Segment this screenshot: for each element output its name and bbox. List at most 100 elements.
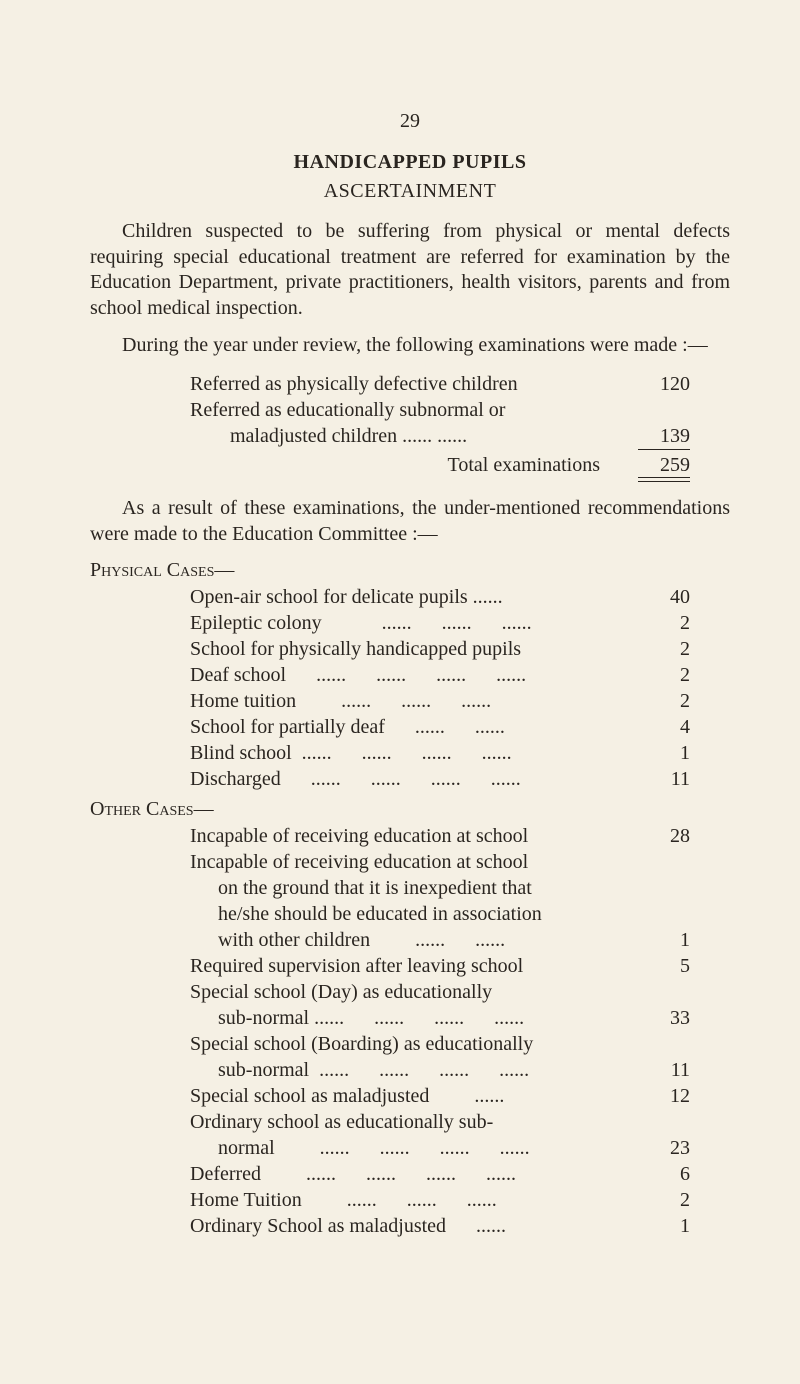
list-label: School for physically handicapped pupils [190, 636, 640, 662]
list-value: 2 [640, 636, 690, 662]
list-value [640, 979, 690, 1005]
list-value: 1 [640, 927, 690, 953]
paragraph-1: Children suspected to be suffering from … [90, 219, 730, 321]
list-label: Deferred ...... ...... ...... ...... [190, 1161, 640, 1187]
page-number: 29 [90, 110, 730, 133]
list-label-cont: sub-normal ...... ...... ...... ...... [190, 1057, 640, 1083]
list-label: Ordinary school as educationally sub- [190, 1109, 640, 1135]
rule-row [190, 449, 690, 450]
list-value: 23 [640, 1135, 690, 1161]
page-title: HANDICAPPED PUPILS [90, 151, 730, 174]
list-value: 5 [640, 953, 690, 979]
list-row: Incapable of receiving education at scho… [190, 849, 690, 875]
list-row: Special school as maladjusted ......12 [190, 1083, 690, 1109]
list-value: 11 [640, 1057, 690, 1083]
other-cases-list: Incapable of receiving education at scho… [190, 823, 690, 1239]
list-label-cont: with other children ...... ...... [190, 927, 640, 953]
list-label: School for partially deaf ...... ...... [190, 714, 640, 740]
list-value [640, 849, 690, 875]
list-row: with other children ...... ......1 [190, 927, 690, 953]
list-label: Home tuition ...... ...... ...... [190, 688, 640, 714]
list-value: 1 [640, 740, 690, 766]
list-label: Home Tuition ...... ...... ...... [190, 1187, 640, 1213]
list-row: Ordinary School as maladjusted ......1 [190, 1213, 690, 1239]
list-label: Special school (Day) as educationally [190, 979, 640, 1005]
list-label-cont: on the ground that it is inexpedient tha… [190, 875, 640, 901]
list-value: 1 [640, 1213, 690, 1239]
list-row: Epileptic colony ...... ...... ......2 [190, 610, 690, 636]
exam-total-row: Total examinations 259 [190, 454, 690, 477]
physical-cases-heading: Physical Cases— [90, 559, 730, 582]
list-row: Home Tuition ...... ...... ......2 [190, 1187, 690, 1213]
list-row: Special school (Day) as educationally [190, 979, 690, 1005]
list-value: 11 [640, 766, 690, 792]
list-row: Required supervision after leaving schoo… [190, 953, 690, 979]
list-row: on the ground that it is inexpedient tha… [190, 875, 690, 901]
list-row: Incapable of receiving education at scho… [190, 823, 690, 849]
list-label: Incapable of receiving education at scho… [190, 823, 640, 849]
list-row: he/she should be educated in association [190, 901, 690, 927]
list-value [640, 1109, 690, 1135]
paragraph-2: During the year under review, the follow… [90, 333, 730, 359]
exam-total-label: Total examinations [190, 454, 630, 477]
list-row: normal ...... ...... ...... ......23 [190, 1135, 690, 1161]
exam-value: 120 [630, 371, 690, 397]
rule-row [190, 477, 690, 482]
exam-label: Referred as educationally subnormal or [190, 397, 630, 423]
list-value [640, 1031, 690, 1057]
list-value: 12 [640, 1083, 690, 1109]
list-row: Ordinary school as educationally sub- [190, 1109, 690, 1135]
physical-cases-list: Open-air school for delicate pupils ....… [190, 584, 690, 792]
exam-value [630, 397, 690, 423]
paragraph-3: As a result of these examinations, the u… [90, 496, 730, 547]
exam-label-cont: maladjusted children ...... ...... [190, 423, 630, 449]
list-row: Open-air school for delicate pupils ....… [190, 584, 690, 610]
exam-total-value: 259 [630, 454, 690, 477]
list-row: Discharged ...... ...... ...... ......11 [190, 766, 690, 792]
list-value: 4 [640, 714, 690, 740]
rule-icon [638, 449, 690, 450]
rule-icon [638, 477, 690, 482]
list-label: Incapable of receiving education at scho… [190, 849, 640, 875]
list-value: 28 [640, 823, 690, 849]
list-row: School for physically handicapped pupils… [190, 636, 690, 662]
list-label: Epileptic colony ...... ...... ...... [190, 610, 640, 636]
list-row: School for partially deaf ...... ......4 [190, 714, 690, 740]
list-label-cont: he/she should be educated in association [190, 901, 640, 927]
list-value: 2 [640, 1187, 690, 1213]
list-value [640, 901, 690, 927]
list-label: Open-air school for delicate pupils ....… [190, 584, 640, 610]
list-row: Special school (Boarding) as educational… [190, 1031, 690, 1057]
list-label: Deaf school ...... ...... ...... ...... [190, 662, 640, 688]
exam-row: Referred as educationally subnormal or [190, 397, 690, 423]
exam-row: maladjusted children ...... ...... 139 [190, 423, 690, 449]
exam-row: Referred as physically defective childre… [190, 371, 690, 397]
list-value: 40 [640, 584, 690, 610]
list-row: Deferred ...... ...... ...... ......6 [190, 1161, 690, 1187]
list-label: Required supervision after leaving schoo… [190, 953, 640, 979]
examinations-block: Referred as physically defective childre… [190, 371, 690, 482]
list-value: 33 [640, 1005, 690, 1031]
list-label: Special school (Boarding) as educational… [190, 1031, 640, 1057]
other-cases-heading: Other Cases— [90, 798, 730, 821]
list-row: Home tuition ...... ...... ......2 [190, 688, 690, 714]
page-subtitle: ASCERTAINMENT [90, 180, 730, 203]
list-label: Ordinary School as maladjusted ...... [190, 1213, 640, 1239]
exam-value: 139 [630, 423, 690, 449]
list-value: 2 [640, 662, 690, 688]
list-label-cont: normal ...... ...... ...... ...... [190, 1135, 640, 1161]
list-row: Blind school ...... ...... ...... ......… [190, 740, 690, 766]
list-row: sub-normal ...... ...... ...... ......33 [190, 1005, 690, 1031]
list-label: Discharged ...... ...... ...... ...... [190, 766, 640, 792]
list-label: Blind school ...... ...... ...... ...... [190, 740, 640, 766]
list-row: Deaf school ...... ...... ...... ......2 [190, 662, 690, 688]
list-value [640, 875, 690, 901]
list-value: 6 [640, 1161, 690, 1187]
exam-label: Referred as physically defective childre… [190, 371, 630, 397]
list-row: sub-normal ...... ...... ...... ......11 [190, 1057, 690, 1083]
list-value: 2 [640, 610, 690, 636]
list-label-cont: sub-normal ...... ...... ...... ...... [190, 1005, 640, 1031]
list-label: Special school as maladjusted ...... [190, 1083, 640, 1109]
document-page: 29 HANDICAPPED PUPILS ASCERTAINMENT Chil… [0, 0, 800, 1279]
list-value: 2 [640, 688, 690, 714]
